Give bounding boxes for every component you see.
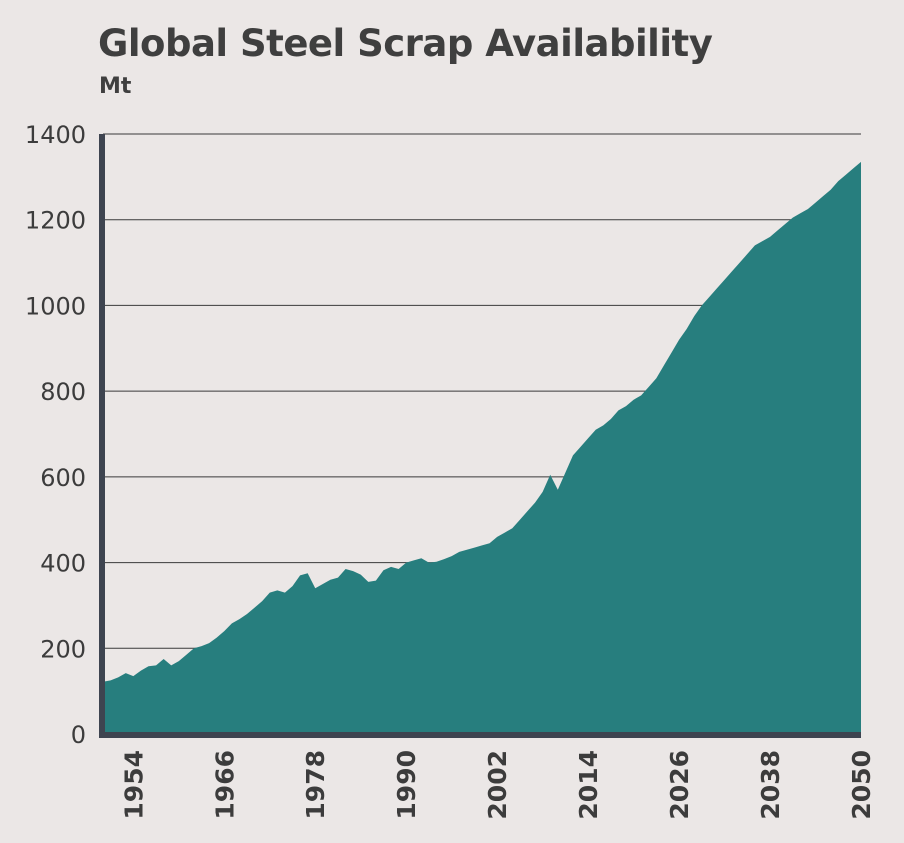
x-tick-label: 2050 bbox=[847, 750, 876, 820]
x-tick-label: 2038 bbox=[756, 750, 785, 820]
chart-title: Global Steel Scrap Availability bbox=[98, 22, 713, 65]
axes bbox=[99, 134, 861, 738]
y-tick-label: 800 bbox=[40, 378, 86, 406]
x-tick-label: 1954 bbox=[119, 750, 148, 820]
y-tick-label: 600 bbox=[40, 464, 86, 492]
x-axis-ticks: 1954 1966 1978 1990 2002 2014 2026 2038 2050 bbox=[119, 750, 876, 820]
x-tick-label: 1990 bbox=[392, 750, 421, 820]
x-tick-label: 1978 bbox=[301, 750, 330, 820]
chart-unit-label: Mt bbox=[99, 74, 132, 99]
x-tick-label: 2026 bbox=[665, 750, 694, 820]
x-tick-label: 1966 bbox=[210, 750, 239, 820]
y-axis-ticks: 0 200 400 600 800 1000 1200 1400 bbox=[25, 121, 86, 749]
y-tick-label: 200 bbox=[40, 635, 86, 663]
x-tick-label: 2014 bbox=[574, 750, 603, 820]
y-tick-label: 1000 bbox=[25, 292, 86, 320]
area-series bbox=[103, 161, 861, 735]
y-tick-label: 400 bbox=[40, 550, 86, 578]
y-tick-label: 1200 bbox=[25, 207, 86, 235]
y-tick-label: 1400 bbox=[25, 121, 86, 149]
y-tick-label: 0 bbox=[71, 721, 86, 749]
x-tick-label: 2002 bbox=[483, 750, 512, 820]
